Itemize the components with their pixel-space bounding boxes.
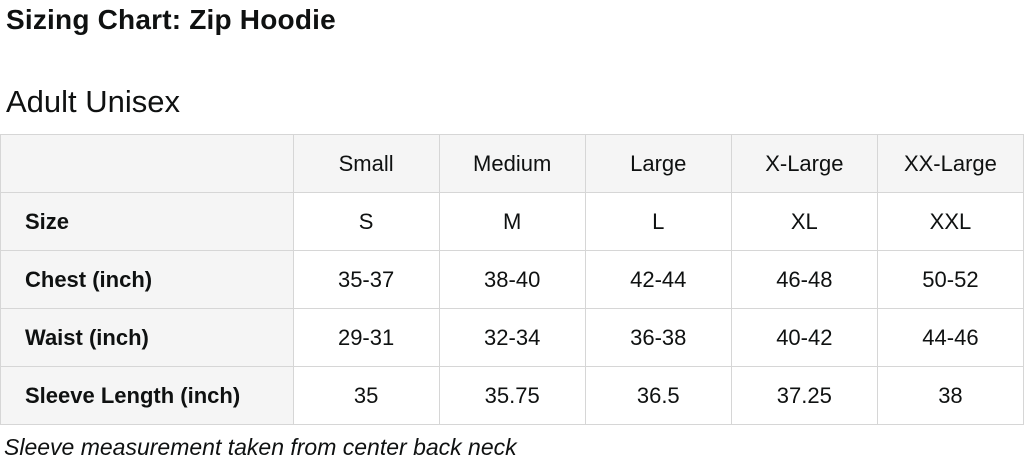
column-header-large: Large bbox=[584, 134, 732, 194]
corner-cell bbox=[0, 134, 294, 194]
chest-cell: 42-44 bbox=[584, 250, 732, 310]
table-row-chest: Chest (inch) 35-37 38-40 42-44 46-48 50-… bbox=[0, 250, 1024, 310]
chest-cell: 35-37 bbox=[292, 250, 440, 310]
sleeve-length-cell: 37.25 bbox=[730, 366, 878, 426]
size-cell: S bbox=[292, 192, 440, 252]
header-row: Small Medium Large X-Large XX-Large bbox=[0, 134, 1024, 194]
waist-cell: 32-34 bbox=[438, 308, 586, 368]
table-row-sleeve-length: Sleeve Length (inch) 35 35.75 36.5 37.25… bbox=[0, 366, 1024, 426]
sleeve-measurement-footnote: Sleeve measurement taken from center bac… bbox=[4, 434, 517, 460]
row-label-size: Size bbox=[0, 192, 294, 252]
column-header-small: Small bbox=[292, 134, 440, 194]
row-label-waist: Waist (inch) bbox=[0, 308, 294, 368]
chest-cell: 46-48 bbox=[730, 250, 878, 310]
column-header-x-large: X-Large bbox=[730, 134, 878, 194]
sleeve-length-cell: 35.75 bbox=[438, 366, 586, 426]
section-title: Adult Unisex bbox=[6, 83, 181, 119]
size-cell: M bbox=[438, 192, 586, 252]
waist-cell: 29-31 bbox=[292, 308, 440, 368]
table-header: Small Medium Large X-Large XX-Large bbox=[0, 134, 1024, 194]
sleeve-length-cell: 36.5 bbox=[584, 366, 732, 426]
waist-cell: 40-42 bbox=[730, 308, 878, 368]
size-cell: XL bbox=[730, 192, 878, 252]
sleeve-length-cell: 35 bbox=[292, 366, 440, 426]
size-cell: L bbox=[584, 192, 732, 252]
chest-cell: 50-52 bbox=[876, 250, 1024, 310]
waist-cell: 44-46 bbox=[876, 308, 1024, 368]
table-row-waist: Waist (inch) 29-31 32-34 36-38 40-42 44-… bbox=[0, 308, 1024, 368]
table-body: Size S M L XL XXL Chest (inch) 35-37 38-… bbox=[0, 192, 1024, 426]
row-label-sleeve-length: Sleeve Length (inch) bbox=[0, 366, 294, 426]
page-title: Sizing Chart: Zip Hoodie bbox=[6, 4, 336, 35]
row-label-chest: Chest (inch) bbox=[0, 250, 294, 310]
column-header-medium: Medium bbox=[438, 134, 586, 194]
table-row-size: Size S M L XL XXL bbox=[0, 192, 1024, 252]
chest-cell: 38-40 bbox=[438, 250, 586, 310]
column-header-xx-large: XX-Large bbox=[876, 134, 1024, 194]
size-cell: XXL bbox=[876, 192, 1024, 252]
sleeve-length-cell: 38 bbox=[876, 366, 1024, 426]
waist-cell: 36-38 bbox=[584, 308, 732, 368]
sizing-table: Small Medium Large X-Large XX-Large Size… bbox=[0, 134, 1024, 426]
